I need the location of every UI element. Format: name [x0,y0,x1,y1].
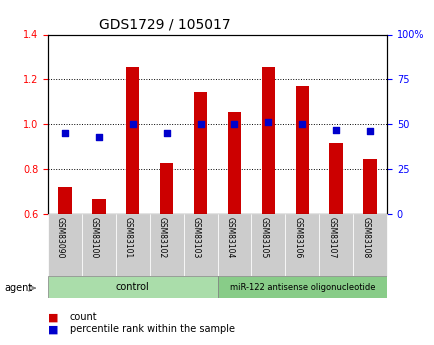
Bar [362,159,376,214]
Point [197,121,204,127]
Point [129,121,136,127]
Point [264,120,271,125]
Text: GSM83103: GSM83103 [191,217,200,258]
Text: GSM83100: GSM83100 [89,217,99,258]
Text: percentile rank within the sample: percentile rank within the sample [69,325,234,334]
FancyBboxPatch shape [149,214,183,276]
Text: miR-122 antisense oligonucleotide: miR-122 antisense oligonucleotide [229,283,374,292]
Bar [159,164,173,214]
Bar [261,67,275,214]
FancyBboxPatch shape [285,214,319,276]
Text: control: control [115,282,149,292]
Text: GSM83090: GSM83090 [56,217,65,258]
Point [332,127,339,132]
FancyBboxPatch shape [115,214,149,276]
Bar [295,86,309,214]
FancyBboxPatch shape [352,214,386,276]
Text: agent: agent [4,283,33,293]
Point [366,129,373,134]
Bar [58,187,72,214]
Text: count: count [69,313,97,322]
FancyBboxPatch shape [183,214,217,276]
FancyBboxPatch shape [319,214,352,276]
Text: GSM83108: GSM83108 [360,217,369,258]
FancyBboxPatch shape [217,276,386,298]
Point [298,121,305,127]
Bar [125,67,139,214]
FancyBboxPatch shape [251,214,285,276]
FancyBboxPatch shape [48,214,82,276]
Bar [193,92,207,214]
Text: GSM83104: GSM83104 [225,217,234,258]
Text: GSM83105: GSM83105 [259,217,268,258]
Point [95,134,102,139]
Text: GSM83107: GSM83107 [326,217,335,258]
Point [230,121,237,127]
Point [61,130,68,136]
FancyBboxPatch shape [48,276,217,298]
FancyBboxPatch shape [217,214,251,276]
Text: GDS1729 / 105017: GDS1729 / 105017 [99,18,230,32]
Text: ■: ■ [48,325,58,334]
Text: GSM83101: GSM83101 [123,217,132,258]
Text: ■: ■ [48,313,58,322]
Bar [227,112,241,214]
Bar [92,199,105,214]
FancyBboxPatch shape [82,214,115,276]
Bar [329,143,342,214]
Text: GSM83102: GSM83102 [157,217,166,258]
Point [163,130,170,136]
Text: GSM83106: GSM83106 [293,217,302,258]
